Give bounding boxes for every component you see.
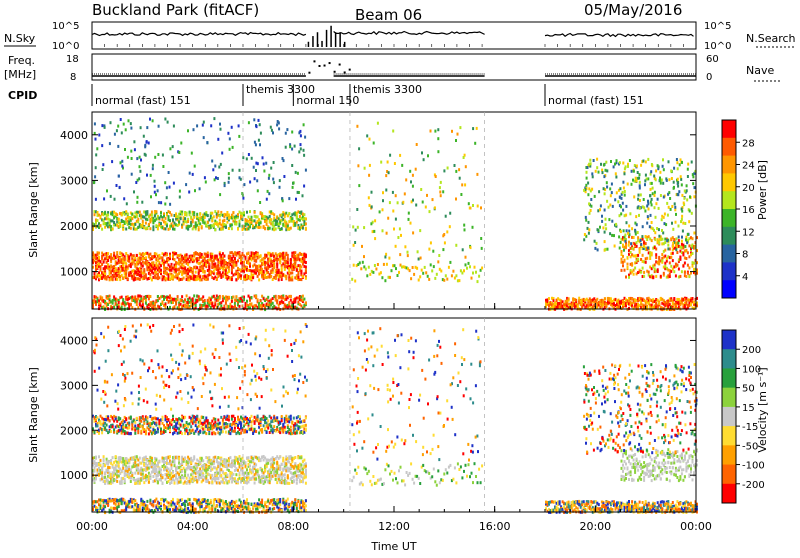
nave-label: Nave (746, 64, 774, 77)
colorbar-tick: 50 (742, 384, 755, 395)
colorbar-swatch (722, 227, 736, 245)
y-tick-label: 2000 (60, 220, 88, 233)
nave-tick-high: 60 (706, 54, 719, 65)
colorbar-swatch (722, 138, 736, 156)
nsky-panel: N.Sky 10^5 10^0 N.Search 10^5 10^0 (4, 21, 796, 52)
cpid-row: CPID normal (fast) 151 themis 3300 normal … (8, 83, 644, 107)
colorbar-swatch (722, 120, 736, 138)
y-tick-label: 1000 (60, 266, 88, 279)
cpid-segment-label: normal (fast) 151 (548, 94, 644, 107)
x-tick-label: 08:00 (277, 520, 309, 533)
colorbar-swatch (722, 280, 736, 298)
colorbar-tick: 20 (742, 183, 755, 194)
nsearch-label: N.Search (746, 32, 796, 45)
power-colorbar-label: Power [dB] (756, 160, 769, 220)
colorbar-tick: 12 (742, 227, 755, 238)
colorbar-swatch (722, 349, 736, 369)
nsky-tick-low: 10^0 (52, 41, 79, 52)
colorbar-tick: 8 (742, 250, 748, 261)
colorbar-tick: 15 (742, 403, 755, 414)
colorbar-tick: 28 (742, 138, 755, 149)
velocity-colorbar-label: Velocity [m s⁻¹] (756, 367, 769, 452)
beam-title: Beam 06 (355, 6, 422, 24)
y-tick-label: 2000 (60, 424, 88, 437)
velocity-y-axis-label: Slant Range [km] (27, 367, 40, 463)
colorbar-tick: 200 (742, 345, 761, 356)
x-tick-label: 12:00 (378, 520, 410, 533)
nsearch-tick-high: 10^5 (704, 21, 731, 32)
velocity-panel: 1000 2000 3000 4000 Slant Range [km] (27, 318, 698, 514)
colorbar-swatch (722, 245, 736, 263)
cpid-segment-label: themis 3300 (353, 83, 422, 96)
colorbar-swatch (722, 407, 736, 427)
colorbar-swatch (722, 209, 736, 227)
x-tick-label: 00:00 (680, 520, 712, 533)
y-tick-label: 3000 (60, 174, 88, 187)
x-tick-label: 20:00 (579, 520, 611, 533)
x-tick-label: 16:00 (479, 520, 511, 533)
nsky-label: N.Sky (4, 32, 36, 45)
y-tick-label: 4000 (60, 129, 88, 142)
freq-unit: [MHz] (4, 68, 36, 81)
site-title: Buckland Park (fitACF) (92, 1, 259, 19)
freq-label: Freq. (8, 54, 35, 67)
colorbar-swatch (722, 445, 736, 465)
x-axis-label: Time UT (370, 540, 416, 553)
colorbar-swatch (722, 484, 736, 504)
freq-panel: Freq. [MHz] 18 8 60 0 Nave (4, 54, 780, 83)
power-panel: 1000 2000 3000 4000 Slant Range [km] (27, 112, 698, 311)
x-tick-label: 00:00 (76, 520, 108, 533)
colorbar-swatch (722, 388, 736, 408)
colorbar-tick: -200 (742, 480, 765, 491)
nsearch-tick-low: 10^0 (704, 41, 731, 52)
nave-tick-low: 0 (706, 72, 712, 83)
colorbar-tick: 24 (742, 161, 755, 172)
colorbar-swatch (722, 191, 736, 209)
colorbar-swatch (722, 426, 736, 446)
freq-tick-low: 8 (70, 72, 76, 83)
date-title: 05/May/2016 (584, 1, 682, 19)
x-tick-label: 04:00 (177, 520, 209, 533)
power-colorbar: 28 24 20 16 12 8 4 (722, 120, 755, 299)
colorbar-tick: 16 (742, 205, 755, 216)
nsky-trace (92, 26, 696, 47)
power-y-axis-label: Slant Range [km] (27, 162, 40, 258)
colorbar-tick: -100 (742, 461, 765, 472)
colorbar-tick: 4 (742, 272, 748, 283)
y-tick-label: 1000 (60, 469, 88, 482)
freq-trace (92, 60, 696, 76)
freq-tick-high: 18 (66, 54, 79, 65)
colorbar-swatch (722, 156, 736, 174)
colorbar-swatch (722, 262, 736, 280)
cpid-label: CPID (8, 89, 37, 102)
y-tick-label: 3000 (60, 379, 88, 392)
colorbar-swatch (722, 368, 736, 388)
colorbar-swatch (722, 465, 736, 485)
y-tick-label: 4000 (60, 334, 88, 347)
colorbar-swatch (722, 330, 736, 350)
cpid-segment-label: normal (fast) 151 (95, 94, 191, 107)
nsky-tick-high: 10^5 (52, 21, 79, 32)
colorbar-swatch (722, 173, 736, 191)
